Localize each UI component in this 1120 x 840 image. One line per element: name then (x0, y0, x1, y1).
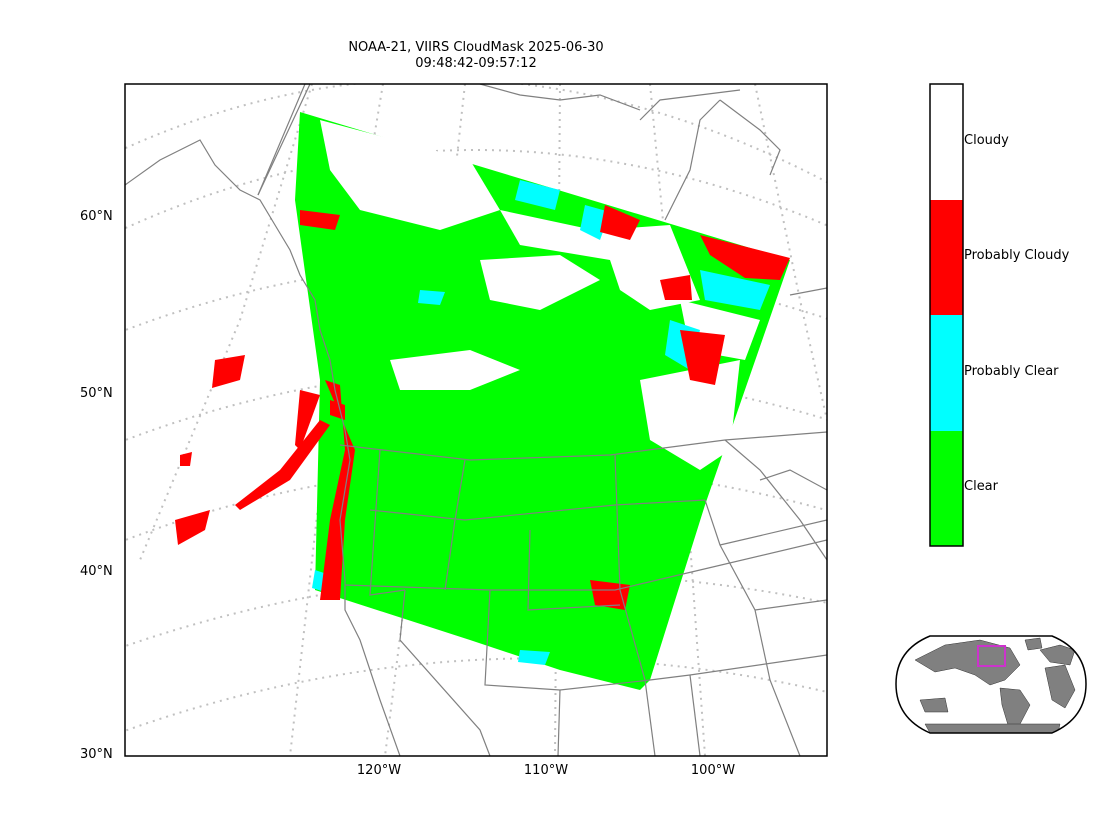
alaska-border-extra (257, 84, 306, 196)
meridian-140w (139, 84, 313, 561)
map-frame (124, 83, 828, 757)
texas-border (689, 674, 701, 756)
lon-label-100w: 100°W (690, 763, 736, 778)
meridian-100w (649, 84, 706, 756)
colorbar-label-probably-cloudy: Probably Cloudy (964, 248, 1070, 263)
dakota-nebraska-border (614, 454, 656, 756)
ontario-border (789, 287, 827, 296)
red-patch (660, 275, 692, 300)
inset-globe (895, 635, 1087, 734)
parallel-35n (125, 657, 827, 732)
cyan-patch (515, 180, 560, 210)
colorbar-label-cloudy: Cloudy (964, 133, 1009, 148)
australia (919, 697, 949, 713)
red-patch (295, 390, 320, 450)
pacific-coastline (125, 139, 401, 756)
utah-arizona-border (484, 589, 651, 691)
title-line-1: NOAA-21, VIIRS CloudMask 2025-06-30 (348, 40, 604, 55)
colorbar-label-probably-clear: Probably Clear (964, 364, 1059, 379)
arctic-coast (639, 89, 741, 121)
main-map (125, 84, 827, 756)
parallel-40n (125, 573, 827, 648)
cloud-patch (640, 360, 740, 470)
nevada-border (399, 589, 491, 756)
cloud-patch (320, 120, 500, 230)
red-patch (175, 510, 210, 545)
cyan-patch (700, 270, 770, 310)
hudson-bay-shore-2 (719, 99, 781, 176)
cloud-patch (500, 210, 640, 260)
map-title: NOAA-21, VIIRS CloudMask 2025-06-30 09:4… (125, 40, 827, 72)
great-lakes-border (724, 439, 827, 561)
idaho-montana-border (444, 459, 466, 591)
cyan-patch (418, 290, 445, 305)
colorbar-label-clear: Clear (964, 479, 998, 494)
africa (1044, 664, 1076, 709)
meridian-90w (754, 84, 827, 421)
state-line-45n (369, 499, 706, 521)
north-america (914, 639, 1021, 686)
lake-superior-shore (759, 469, 827, 491)
lat-label-50n: 50°N (80, 386, 113, 401)
antarctica (924, 723, 1061, 733)
lon-label-110w: 110°W (523, 763, 569, 778)
colorbar-cloudy (930, 84, 963, 200)
red-patch (235, 420, 330, 510)
colorbar-frame (929, 83, 964, 547)
red-patch (180, 452, 192, 466)
wyoming-colorado-border (527, 529, 621, 611)
cyan-patch (518, 650, 550, 665)
boundaries (125, 84, 827, 756)
globe-land (914, 637, 1076, 733)
red-patch (300, 210, 340, 230)
lat-label-40n: 40°N (80, 564, 113, 579)
state-line-42n (344, 539, 827, 591)
lat-label-30n: 30°N (80, 747, 113, 762)
wa-or-id-border (369, 449, 406, 596)
red-patch (212, 355, 245, 388)
arctic-coast-2 (479, 84, 641, 111)
globe-outline (895, 635, 1087, 734)
colorbar-probably-cloudy (930, 200, 963, 315)
lat-label-60n: 60°N (80, 209, 113, 224)
europe-asia (1039, 644, 1076, 666)
title-line-2: 09:48:42-09:57:12 (415, 56, 537, 71)
alaska-yukon-border (257, 84, 311, 196)
swath-location-box (977, 645, 1006, 667)
colorbar-clear (930, 431, 963, 546)
arizona-nm-border (557, 689, 561, 756)
iowa-border (719, 519, 827, 546)
cloud-patch (480, 255, 600, 310)
lon-label-120w: 120°W (356, 763, 402, 778)
cloud-patch (390, 350, 520, 390)
colorbar-probably-clear (930, 315, 963, 431)
us-canada-border (339, 431, 827, 461)
hudson-bay-shore (664, 99, 721, 221)
missouri-border (754, 599, 827, 611)
red-patch (680, 330, 725, 385)
greenland (1024, 637, 1043, 651)
red-patch (700, 235, 790, 280)
red-patch (600, 205, 640, 240)
colorbar (929, 83, 964, 547)
